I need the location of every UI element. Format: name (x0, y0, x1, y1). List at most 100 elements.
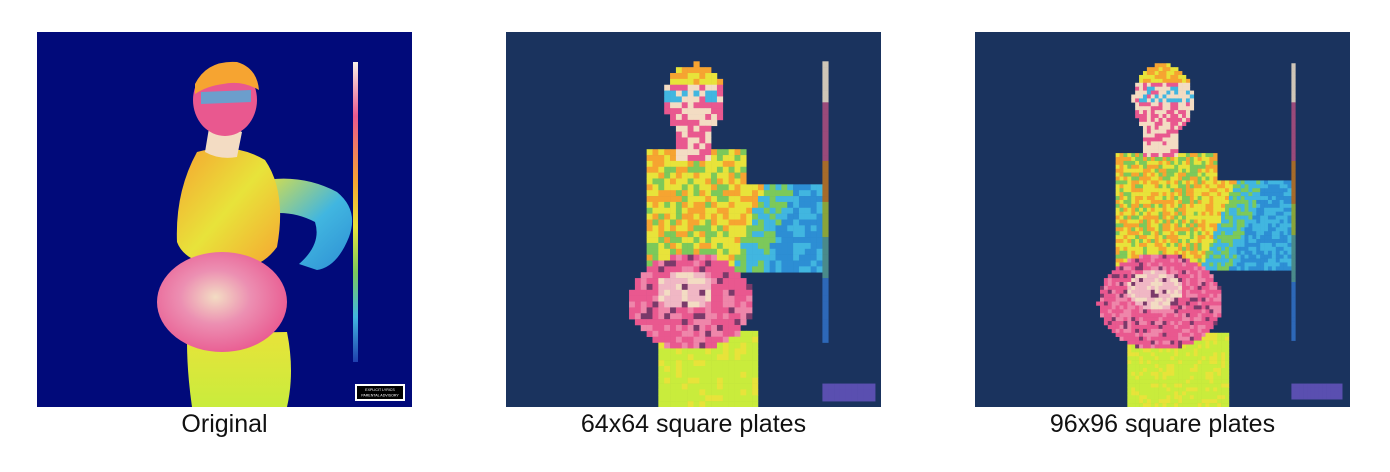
mosaic-tile (1252, 184, 1257, 189)
mosaic-tile (1150, 145, 1155, 150)
mosaic-tile (1252, 207, 1257, 212)
mosaic-tile (746, 330, 753, 337)
mosaic-tile (1279, 223, 1284, 228)
mosaic-tile (1225, 219, 1230, 224)
mosaic-tile (1115, 328, 1120, 334)
mosaic-tile (757, 207, 765, 214)
mosaic-tile (740, 155, 747, 162)
mosaic-tile (1185, 231, 1191, 236)
mosaic-tile (693, 190, 700, 197)
mosaic-tile (1213, 164, 1218, 170)
mosaic-tile (1197, 231, 1202, 236)
mosaic-tile (1213, 371, 1218, 377)
mosaic-tile (1162, 98, 1167, 103)
mosaic-tile (1146, 67, 1152, 72)
mosaic-tile (1201, 352, 1206, 357)
mosaic-tile (1264, 227, 1269, 232)
mosaic-tile (693, 143, 700, 150)
mosaic-tile (1197, 375, 1202, 380)
mosaic-tile (1170, 254, 1175, 259)
mosaic-tile (822, 319, 829, 326)
mosaic-tile (1182, 375, 1187, 380)
mosaic-tile (1139, 86, 1144, 91)
mosaic-tile (1154, 117, 1159, 123)
mosaic-tile (1213, 336, 1218, 341)
mosaic-tile (1142, 301, 1148, 306)
mosaic-tile (1142, 121, 1148, 127)
mosaic-tile (1283, 184, 1288, 189)
mosaic-tile (1135, 250, 1140, 255)
mosaic-tile (1142, 403, 1148, 407)
mosaic-tile (757, 225, 765, 232)
mosaic-tile (1248, 203, 1253, 209)
mosaic-tile (716, 190, 724, 197)
caption-original: Original (181, 410, 268, 438)
mosaic-tile (1154, 192, 1159, 197)
mosaic-tile (1131, 278, 1136, 283)
mosaic-tile (1197, 153, 1202, 158)
mosaic-tile (716, 342, 724, 349)
mosaic-tile (1146, 223, 1152, 228)
mosaic-tile (1139, 356, 1144, 361)
mosaic-tile (1127, 231, 1132, 236)
mosaic-tile (1189, 94, 1195, 99)
mosaic-tile (1228, 219, 1234, 224)
mosaic-tile (705, 231, 712, 238)
mosaic-tile (1154, 215, 1159, 220)
mosaic-tile (1127, 278, 1132, 283)
mosaic-tile (1178, 117, 1183, 123)
mosaic-tile (810, 248, 817, 255)
mosaic-tile (693, 219, 700, 226)
mosaic-tile (1174, 219, 1179, 224)
mosaic-tile (1142, 324, 1148, 330)
mosaic-tile (670, 254, 677, 261)
mosaic-tile (664, 242, 671, 250)
mosaic-tile (1213, 285, 1218, 291)
mosaic-tile (1174, 110, 1179, 115)
mosaic-tile (1252, 219, 1257, 224)
mosaic-tile (1244, 192, 1249, 197)
mosaic-tile (1158, 250, 1163, 255)
mosaic-tile (775, 201, 782, 209)
mosaic-tile (1154, 278, 1159, 283)
mosaic-tile (1189, 270, 1195, 275)
mosaic-tile (1166, 145, 1171, 150)
mosaic-tile (752, 207, 759, 214)
mosaic-tile (1209, 305, 1214, 310)
mosaic-tile (1326, 395, 1331, 400)
mosaic-tile (1189, 278, 1195, 283)
mosaic-tile (658, 201, 665, 209)
mosaic-tile (1279, 266, 1284, 271)
mosaic-tile (1283, 254, 1288, 259)
mosaic-tile (1174, 227, 1179, 232)
mosaic-tile (1158, 188, 1163, 193)
mosaic-tile (1248, 196, 1253, 201)
mosaic-tile (746, 190, 753, 197)
mosaic-tile (1170, 305, 1175, 310)
mosaic-tile (1240, 196, 1245, 201)
mosaic-tile (1131, 192, 1136, 197)
mosaic-tile (1182, 285, 1187, 291)
mosaic-tile (1225, 387, 1230, 392)
mosaic-tile (1154, 74, 1159, 80)
mosaic-tile (1182, 395, 1187, 400)
mosaic-tile (1182, 192, 1187, 197)
mosaic-tile (1182, 305, 1187, 310)
mosaic-tile (1193, 360, 1198, 365)
mosaic-tile (675, 196, 683, 203)
mosaic-tile (1244, 227, 1249, 232)
mosaic-tile (1135, 309, 1140, 314)
mosaic-tile (675, 237, 683, 244)
mosaic-tile (734, 336, 741, 343)
mosaic-tile (1162, 203, 1167, 209)
mosaic-tile (705, 143, 712, 150)
mosaic-tile (1201, 348, 1206, 353)
mosaic-tile (1150, 383, 1155, 388)
mosaic-tile (1166, 192, 1171, 197)
mosaic-tile (1260, 219, 1265, 224)
mosaic-tile (1166, 129, 1171, 134)
mosaic-tile (1139, 352, 1144, 357)
mosaic-tile (1197, 364, 1202, 369)
mosaic-tile (1154, 379, 1159, 384)
mosaic-tile (1197, 266, 1202, 271)
